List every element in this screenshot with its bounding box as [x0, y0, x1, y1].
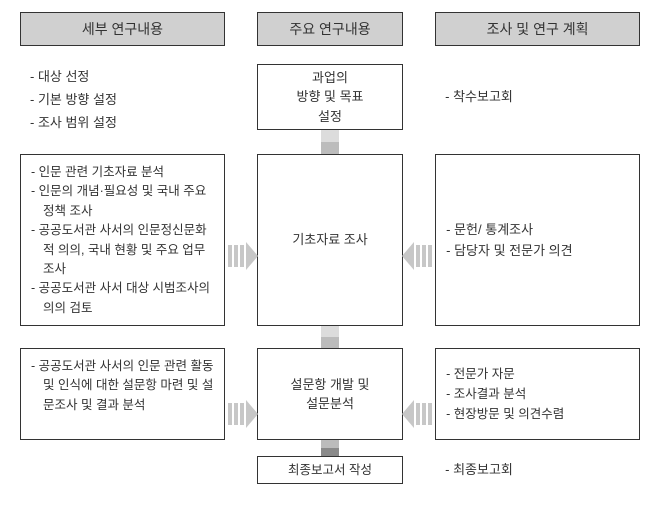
mid-stage4: 최종보고서 작성: [257, 456, 403, 484]
right-stage3-box: - 전문가 자문 - 조사결과 분석 - 현장방문 및 의견수렴: [435, 348, 640, 440]
left-s2-i1: - 인문의 개념·필요성 및 국내 주요 정책 조사: [31, 182, 214, 221]
vconn-1-2: [321, 130, 339, 154]
left-s2-i2: - 공공도서관 사서의 인문정신문화적 의의, 국내 현황 및 주요 업무 조사: [31, 221, 214, 279]
left-s1-i2: - 조사 범위 설정: [30, 112, 219, 135]
right-s3-i0: - 전문가 자문: [446, 364, 629, 384]
arrow-right-icon: [228, 242, 258, 270]
mid-stage1: 과업의 방향 및 목표 설정: [257, 64, 403, 130]
left-s2-i0: - 인문 관련 기초자료 분석: [31, 163, 214, 182]
arrow-lm-3: [229, 400, 257, 428]
vconn-3-4: [321, 440, 339, 456]
right-s2-i1: - 담당자 및 전문가 의견: [446, 240, 629, 261]
right-s2-i0: - 문헌/ 통계조사: [446, 219, 629, 240]
right-s4-i0: - 최종보고회: [445, 459, 513, 482]
arrow-right-icon: [228, 400, 258, 428]
mid-stage2: 기초자료 조사: [257, 154, 403, 326]
arrow-left-icon: [402, 400, 432, 428]
right-stage2-box: - 문헌/ 통계조사 - 담당자 및 전문가 의견: [435, 154, 640, 326]
left-s1-i1: - 기본 방향 설정: [30, 89, 219, 112]
left-stage2-box: - 인문 관련 기초자료 분석 - 인문의 개념·필요성 및 국내 주요 정책 …: [20, 154, 225, 326]
right-s3-i2: - 현장방문 및 의견수렴: [446, 404, 629, 424]
left-s2-i3: - 공공도서관 사서 대상 시범조사의 의의 검토: [31, 279, 214, 318]
header-detail: 세부 연구내용: [20, 12, 225, 46]
arrow-lm-2: [229, 242, 257, 270]
left-stage1: - 대상 선정 - 기본 방향 설정 - 조사 범위 설정: [20, 64, 225, 130]
right-s1-i0: - 착수보고회: [445, 86, 513, 109]
left-s1-i0: - 대상 선정: [30, 66, 219, 89]
right-s3-i1: - 조사결과 분석: [446, 384, 629, 404]
arrow-rm-3: [403, 400, 431, 428]
right-stage4: - 최종보고회: [435, 456, 640, 484]
col-plan: 조사 및 연구 계획 - 착수보고회 - 문헌/ 통계조사 - 담당자 및 전문…: [435, 12, 640, 484]
vconn-2-3: [321, 326, 339, 348]
col-detail: 세부 연구내용 - 대상 선정 - 기본 방향 설정 - 조사 범위 설정 - …: [20, 12, 225, 484]
left-stage3-box: - 공공도서관 사서의 인문 관련 활동 및 인식에 대한 설문항 마련 및 설…: [20, 348, 225, 440]
col-main: 주요 연구내용 과업의 방향 및 목표 설정 기초자료 조사 설문항 개발 및 …: [257, 12, 403, 484]
left-s3-i0: - 공공도서관 사서의 인문 관련 활동 및 인식에 대한 설문항 마련 및 설…: [31, 357, 214, 415]
arrow-rm-2: [403, 242, 431, 270]
header-main: 주요 연구내용: [257, 12, 403, 46]
header-plan: 조사 및 연구 계획: [435, 12, 640, 46]
diagram-root: 세부 연구내용 - 대상 선정 - 기본 방향 설정 - 조사 범위 설정 - …: [0, 0, 660, 494]
mid-stage3: 설문항 개발 및 설문분석: [257, 348, 403, 440]
row-left-stage2: - 인문 관련 기초자료 분석 - 인문의 개념·필요성 및 국내 주요 정책 …: [20, 154, 225, 326]
right-stage1: - 착수보고회: [435, 64, 640, 130]
arrow-left-icon: [402, 242, 432, 270]
